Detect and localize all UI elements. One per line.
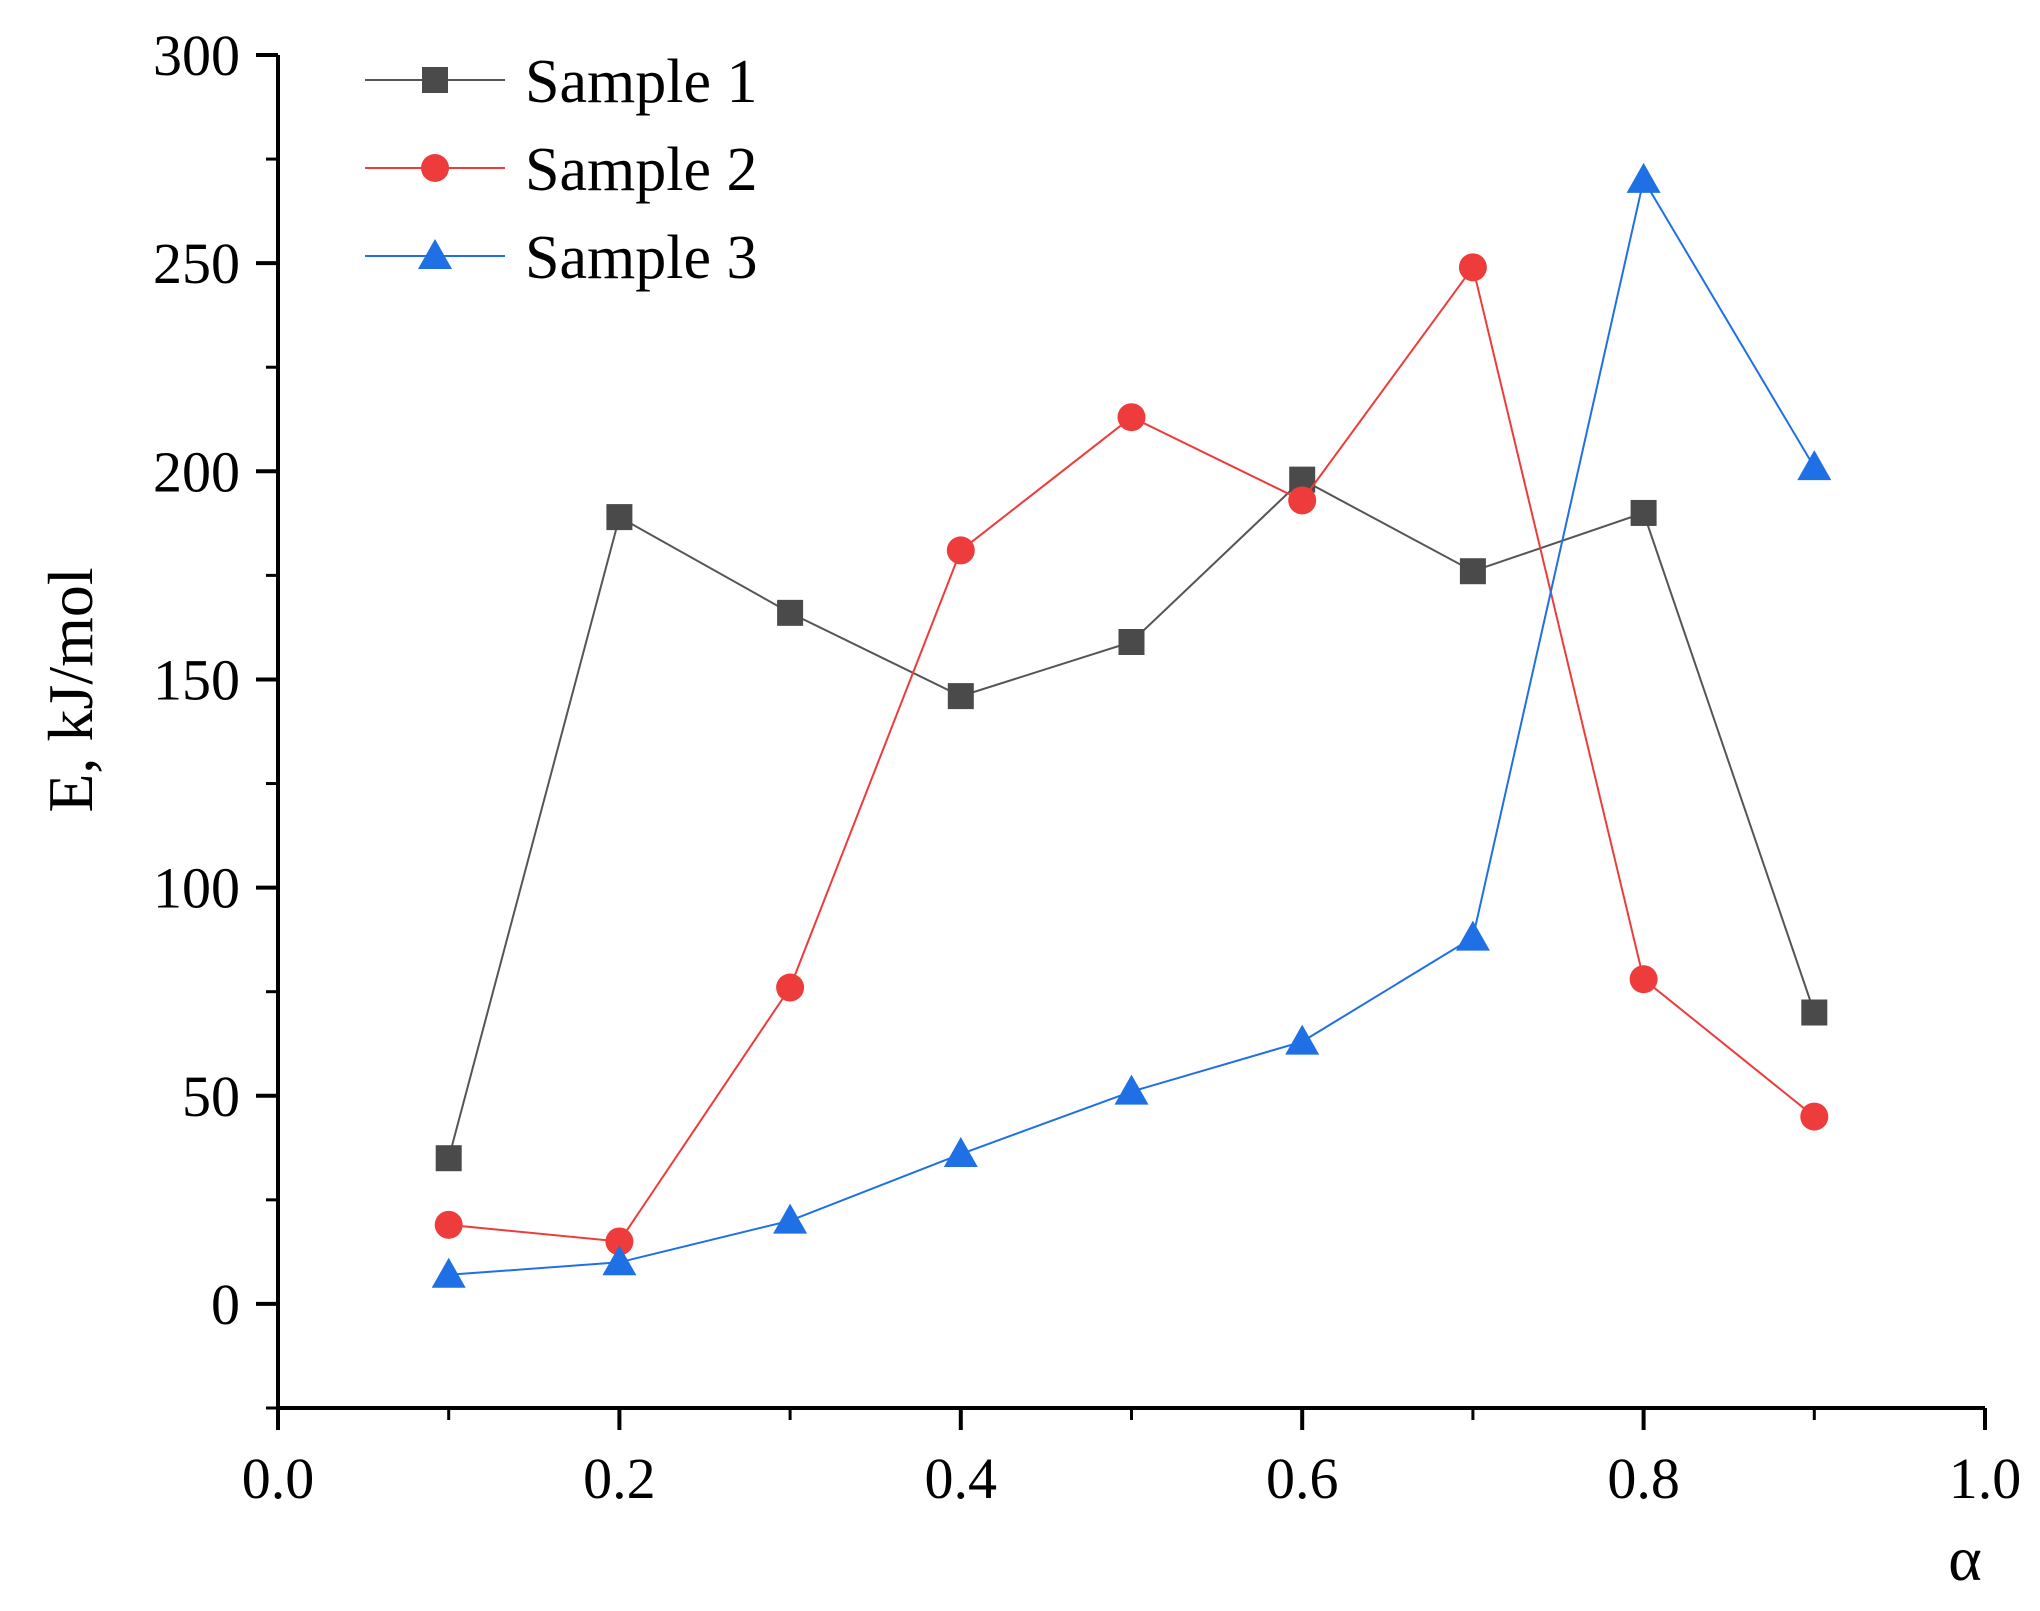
x-tick-label: 0.4 xyxy=(925,1446,998,1511)
data-point xyxy=(1118,628,1145,655)
data-point xyxy=(1459,558,1486,585)
data-point xyxy=(1114,1074,1149,1105)
x-axis-title: α xyxy=(1948,1523,1982,1594)
data-point xyxy=(1458,253,1487,282)
legend-label: Sample 2 xyxy=(525,136,757,204)
series-layer xyxy=(431,162,1832,1288)
legend-label: Sample 3 xyxy=(525,224,757,292)
data-point xyxy=(1800,1102,1829,1131)
y-tick-label: 150 xyxy=(153,647,240,712)
legend-marker xyxy=(421,154,449,182)
y-tick-label: 100 xyxy=(153,856,240,921)
legend-item-3: Sample 3 xyxy=(365,224,757,292)
data-point xyxy=(1801,999,1828,1026)
data-point xyxy=(1797,450,1832,481)
data-point xyxy=(1626,162,1661,193)
data-point xyxy=(435,1145,462,1172)
data-point xyxy=(606,504,633,531)
x-tick-label: 1.0 xyxy=(1949,1446,2022,1511)
data-point xyxy=(1630,499,1657,526)
data-point xyxy=(1117,403,1146,432)
x-tick-label: 0.6 xyxy=(1266,1446,1339,1511)
series-line xyxy=(448,177,1816,1276)
legend-item-2: Sample 2 xyxy=(365,136,757,204)
data-point xyxy=(946,536,975,565)
data-point xyxy=(602,1245,637,1276)
data-point xyxy=(1455,920,1490,951)
data-point xyxy=(777,599,804,626)
data-point xyxy=(1285,1024,1320,1055)
data-point xyxy=(776,973,805,1002)
legend-item-1: Sample 1 xyxy=(365,48,757,116)
series-2 xyxy=(434,253,1829,1256)
x-tick-label: 0.8 xyxy=(1607,1446,1680,1511)
data-point xyxy=(943,1137,978,1168)
data-point xyxy=(947,683,974,710)
ticks: 0 50 100 150 200 250 300 0.0 0.2 0.4 0.6 0.8 1.0 xyxy=(153,23,2021,1511)
legend-marker xyxy=(418,239,452,269)
y-tick-label: 50 xyxy=(182,1064,240,1129)
y-tick-label: 300 xyxy=(153,23,240,88)
series-line xyxy=(447,478,1816,1159)
data-point xyxy=(1288,486,1317,515)
y-tick-label: 0 xyxy=(211,1272,240,1337)
x-tick-label: 0.0 xyxy=(242,1446,315,1511)
y-tick-label: 250 xyxy=(153,231,240,296)
data-point xyxy=(1629,965,1658,994)
legend: Sample 1 Sample 2 Sample 3 xyxy=(365,48,757,292)
data-point xyxy=(434,1210,463,1239)
y-axis-title: E, kJ/mol xyxy=(35,567,106,812)
series-3 xyxy=(431,162,1832,1288)
data-point xyxy=(773,1203,808,1234)
data-point xyxy=(605,1227,634,1256)
legend-marker xyxy=(422,67,448,93)
series-1 xyxy=(435,466,1828,1172)
legend-label: Sample 1 xyxy=(525,48,757,116)
data-point xyxy=(431,1257,466,1288)
x-tick-label: 0.2 xyxy=(583,1446,656,1511)
y-tick-label: 200 xyxy=(153,439,240,504)
